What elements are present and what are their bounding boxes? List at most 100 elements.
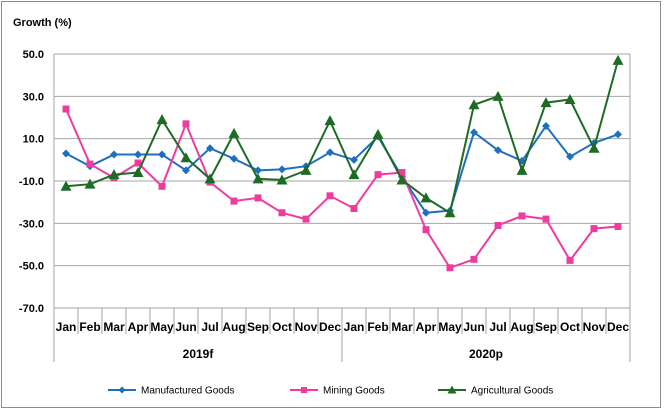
data-point xyxy=(614,130,622,139)
series-mining-goods xyxy=(62,105,622,272)
data-point xyxy=(447,385,457,394)
data-point xyxy=(62,105,70,113)
legend-label: Agricultural Goods xyxy=(471,386,553,397)
series-agricultural-goods xyxy=(60,54,624,218)
y-tick-label: -30.0 xyxy=(19,218,44,230)
data-point xyxy=(302,215,310,223)
data-point xyxy=(468,99,480,110)
data-point xyxy=(470,128,478,137)
x-tick-label: Nov xyxy=(295,320,318,334)
data-point xyxy=(252,173,264,184)
data-point xyxy=(542,121,550,130)
data-point xyxy=(348,169,360,180)
x-tick-label: Jan xyxy=(344,320,365,334)
data-point xyxy=(276,174,288,185)
data-point xyxy=(300,164,312,175)
x-tick-label: Aug xyxy=(222,320,245,334)
x-tick-label: May xyxy=(150,320,174,334)
x-tick-label: Dec xyxy=(319,320,341,334)
data-point xyxy=(158,182,166,190)
year-group-labels: 2019f 2020p xyxy=(183,347,503,361)
y-tick-label: -10.0 xyxy=(19,176,44,188)
data-point xyxy=(326,148,334,157)
data-point xyxy=(518,212,526,220)
data-point xyxy=(470,255,478,263)
x-tick-label: Feb xyxy=(79,320,100,334)
data-point xyxy=(590,225,598,233)
x-tick-label: Apr xyxy=(128,320,149,334)
data-point xyxy=(398,169,406,177)
data-point xyxy=(420,192,432,203)
data-point xyxy=(444,207,456,218)
x-tick-label: Sep xyxy=(535,320,557,334)
data-point xyxy=(278,209,286,217)
x-tick-labels: Jan Feb Mar Apr May Jun Jul Aug Sep Oct Nov Dec Jan F… xyxy=(56,320,630,334)
x-tick-label: Oct xyxy=(272,320,292,334)
y-tick-labels: 50.0 30.0 10.0 -10.0 -30.0 -50.0 -70.0 xyxy=(19,49,44,315)
legend-label: Manufactured Goods xyxy=(141,386,234,397)
x-tick-label: Nov xyxy=(583,320,606,334)
data-point xyxy=(62,149,70,158)
series-line xyxy=(65,60,619,215)
legend-label: Mining Goods xyxy=(323,386,385,397)
data-point xyxy=(422,208,430,217)
data-point xyxy=(84,178,96,189)
x-tick-label: Aug xyxy=(510,320,533,334)
data-point xyxy=(494,221,502,229)
data-point xyxy=(374,171,382,179)
data-point xyxy=(396,174,408,185)
grid-layer xyxy=(53,53,631,362)
data-point xyxy=(110,150,118,159)
data-point xyxy=(350,155,358,164)
data-point xyxy=(134,159,142,167)
x-tick-label: Feb xyxy=(367,320,388,334)
data-point xyxy=(182,166,190,175)
data-point xyxy=(108,169,120,180)
data-point xyxy=(134,150,142,159)
y-tick-label: 30.0 xyxy=(23,91,44,103)
data-point xyxy=(326,192,334,200)
data-point xyxy=(588,142,600,153)
data-point xyxy=(156,114,168,125)
data-point xyxy=(372,128,384,139)
series-line xyxy=(65,124,619,214)
y-axis-label: Growth (%) xyxy=(13,17,72,29)
x-tick-label: Sep xyxy=(247,320,269,334)
group-label: 2019f xyxy=(183,347,215,361)
data-point xyxy=(228,127,240,138)
y-tick-label: -50.0 xyxy=(19,261,44,273)
y-tick-label: 50.0 xyxy=(23,49,44,61)
data-point xyxy=(566,152,574,161)
y-tick-label: -70.0 xyxy=(19,303,44,315)
x-tick-label: Mar xyxy=(103,320,125,334)
data-point xyxy=(422,226,430,234)
data-point xyxy=(324,115,336,126)
data-point xyxy=(118,386,126,394)
legend: Manufactured Goods Mining Goods Agricultur… xyxy=(108,385,553,397)
y-tick-label: 10.0 xyxy=(23,134,44,146)
series-line xyxy=(65,108,619,270)
data-point xyxy=(86,160,94,168)
data-point xyxy=(132,167,144,178)
x-tick-label: Dec xyxy=(607,320,629,334)
group-label: 2020p xyxy=(469,347,503,361)
x-tick-label: Apr xyxy=(416,320,437,334)
x-tick-label: Jun xyxy=(463,320,484,334)
data-point xyxy=(540,97,552,108)
x-tick-label: May xyxy=(438,320,462,334)
x-tick-label: Jul xyxy=(201,320,218,334)
data-point xyxy=(230,154,238,163)
data-point xyxy=(254,194,262,202)
data-point xyxy=(516,164,528,175)
data-point xyxy=(278,165,286,174)
data-point xyxy=(301,387,307,393)
data-point xyxy=(254,166,262,175)
legend-item: Agricultural Goods xyxy=(438,385,553,397)
legend-item: Manufactured Goods xyxy=(108,386,234,397)
data-point xyxy=(204,173,216,184)
data-point xyxy=(494,146,502,155)
data-point xyxy=(180,152,192,163)
x-tick-label: Mar xyxy=(391,320,413,334)
x-tick-label: Jul xyxy=(489,320,506,334)
